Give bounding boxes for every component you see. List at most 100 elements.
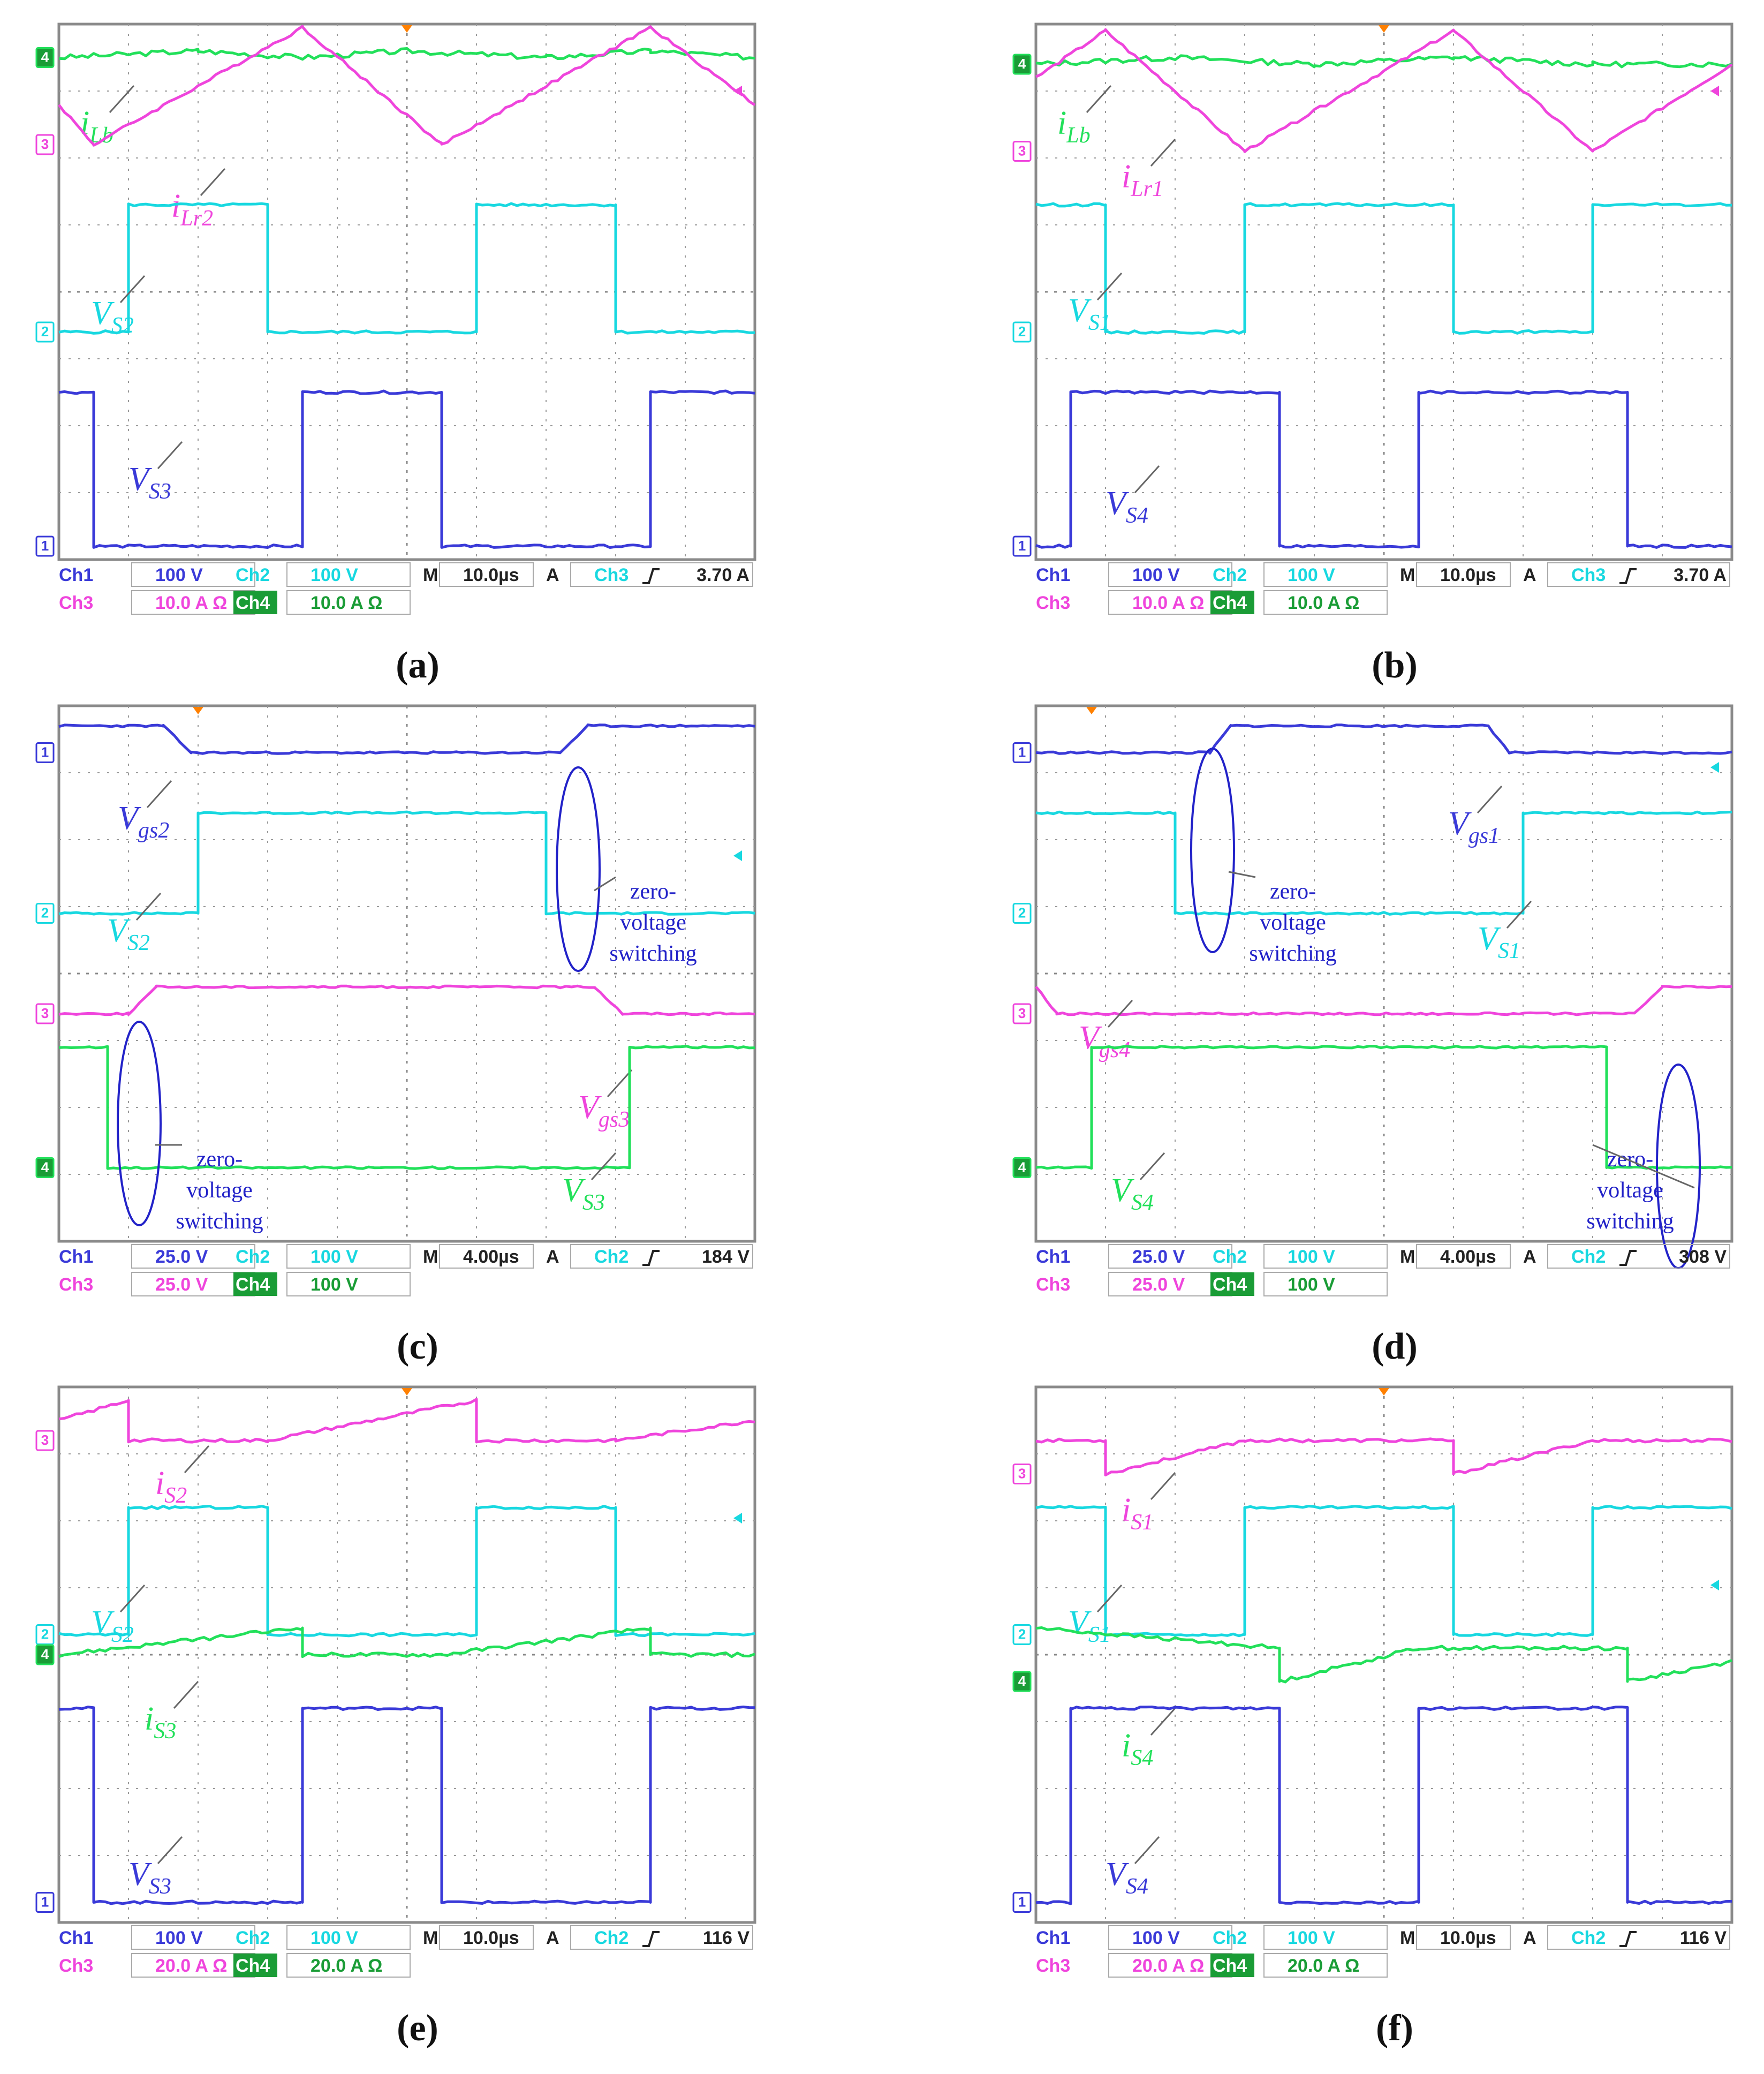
zvs-annotation-line: zero- (1270, 879, 1316, 904)
ch4-marker-label: 4 (41, 1646, 49, 1662)
readout-box (131, 1244, 255, 1269)
series-label-v-gs1: Vgs1 (1448, 805, 1500, 848)
ch4-ground-marker: 4 (1012, 54, 1032, 75)
ch1-marker-label: 1 (41, 538, 49, 554)
trace-v-s1 (1035, 810, 1732, 916)
readout-ch4-label: Ch4 (236, 593, 270, 613)
readout-box (1547, 1925, 1730, 1950)
ch1-ground-marker: 1 (1012, 742, 1032, 763)
trace-i-s2 (58, 1398, 755, 1444)
zvs-annotation-line: voltage (186, 1178, 253, 1203)
series-label-v-s3: VS3 (128, 1856, 171, 1899)
readout-ch1-label: Ch1 (1036, 565, 1070, 585)
readout-timebase-label: M (1400, 1247, 1415, 1267)
readout-timebase: 4.00µs (1440, 1247, 1496, 1267)
series-label-sub: gs1 (1468, 824, 1500, 848)
readout-ch3-label: Ch3 (59, 1274, 93, 1295)
trigger-position-icon (193, 707, 203, 714)
trace-v-gs1 (1035, 723, 1732, 755)
trigger-level-icon (733, 850, 742, 861)
trigger-position-icon (402, 25, 412, 33)
readout-timebase-label: M (1400, 1928, 1415, 1948)
readout-ch3-label: Ch3 (59, 1956, 93, 1976)
readout-ch3-scale: 10.0 A Ω (1132, 593, 1204, 613)
readout-box (570, 562, 753, 587)
trigger-level-icon (1710, 86, 1719, 96)
series-label-i-s4: iS4 (1122, 1728, 1153, 1770)
rising-edge-icon (1619, 568, 1637, 584)
trace-i-lr2 (57, 25, 756, 147)
panel-caption: (c) (397, 1326, 438, 1367)
series-label-sub: S3 (154, 1719, 176, 1744)
ch4-ground-marker: 4 (1012, 1671, 1032, 1692)
trace-i-lr1 (1035, 28, 1733, 153)
rising-edge-icon (642, 1250, 660, 1266)
ch3-ground-marker: 3 (35, 1003, 55, 1024)
zvs-annotation-line: voltage (620, 910, 686, 935)
ch4-ground-marker: 4 (35, 47, 55, 68)
label-leader (1150, 1472, 1176, 1500)
readout-box (1108, 562, 1232, 587)
trace-v-s3 (58, 389, 755, 549)
trace-v-gs4 (1035, 984, 1732, 1016)
readout-trigger-level: 3.70 A (696, 565, 749, 585)
series-label-sub: S4 (1126, 1874, 1148, 1899)
ch3-marker-box (1012, 141, 1032, 162)
readout-ch2-label: Ch2 (236, 1247, 270, 1267)
series-label-sub: Lr1 (1130, 177, 1163, 201)
zvs-ellipse (117, 1021, 162, 1226)
trace-v-s1 (1035, 1505, 1732, 1638)
readout-ch2-label: Ch2 (1213, 1928, 1247, 1948)
series-label-main: V (1068, 1604, 1092, 1641)
readout-box (286, 1244, 411, 1269)
ch2-marker-label: 2 (41, 904, 49, 921)
series-label-main: i (1122, 159, 1131, 195)
ch1-ground-marker: 1 (1012, 1892, 1032, 1913)
ch1-ground-marker: 1 (35, 536, 55, 557)
readout-box (570, 1244, 753, 1269)
ch4-marker-box (35, 47, 55, 68)
readout-strip: Ch1 25.0 V Ch2 100 V M 4.00µs A Ch2 Ch3 25.0 V Ch4… (59, 1244, 753, 1296)
label-leader (1150, 1707, 1176, 1736)
label-leader (157, 441, 183, 470)
series-label-sub: S1 (1498, 939, 1520, 963)
ch3-ground-marker: 3 (35, 1430, 55, 1451)
label-leader (1150, 138, 1176, 167)
readout-box (1263, 1925, 1388, 1950)
trace-v-s1 (1035, 202, 1732, 335)
trace-v-s4 (1035, 1706, 1732, 1905)
label-leader (173, 1680, 199, 1709)
readout-strip: Ch1 100 V Ch2 100 V M 10.0µs A Ch2 Ch3 20.0 A Ω Ch… (59, 1925, 753, 1978)
readout-ch2-scale: 100 V (311, 565, 358, 585)
trigger-position-icon (1379, 1388, 1389, 1396)
series-label-v-s3: VS3 (128, 461, 171, 504)
readout-ch3-scale: 20.0 A Ω (1132, 1956, 1204, 1976)
series-label-main: i (155, 1465, 164, 1502)
readout-ch3-scale: 25.0 V (155, 1274, 208, 1295)
label-leader (590, 1152, 617, 1181)
readout-trigger-source: Ch2 (1571, 1928, 1606, 1948)
ch4-ground-marker: 4 (1012, 1157, 1032, 1178)
trace-i-lb (1035, 54, 1732, 69)
ch3-marker-box (35, 1003, 55, 1024)
readout-trigger-label: A (1523, 1247, 1536, 1267)
ch3-ground-marker: 3 (1012, 1003, 1032, 1024)
ch3-marker-label: 3 (1018, 1005, 1026, 1021)
readout-ch2-label: Ch2 (1213, 565, 1247, 585)
readout-ch3-scale: 25.0 V (1132, 1274, 1185, 1295)
readout-trigger-level: 184 V (702, 1247, 749, 1267)
series-label-v-s1: VS1 (1068, 292, 1111, 335)
ch4-label-bg (1210, 1954, 1254, 1977)
readout-ch1-scale: 25.0 V (155, 1247, 208, 1267)
label-leader (1107, 999, 1133, 1028)
label-leader (1134, 465, 1160, 494)
series-label-sub: S4 (1131, 1746, 1153, 1770)
readout-ch1-label: Ch1 (1036, 1247, 1070, 1267)
zvs-annotation-line: voltage (1597, 1178, 1663, 1203)
readout-trigger-level: 308 V (1679, 1247, 1727, 1267)
readout-ch3-scale: 20.0 A Ω (155, 1956, 227, 1976)
readout-box (439, 562, 534, 587)
readout-ch1-scale: 100 V (1132, 1928, 1180, 1948)
trigger-position-icon (402, 1388, 412, 1396)
series-label-main: V (91, 1604, 115, 1641)
